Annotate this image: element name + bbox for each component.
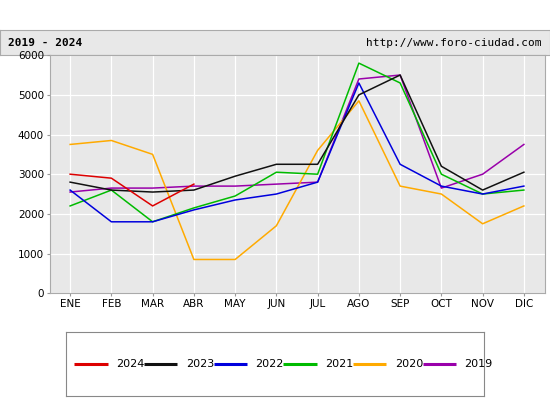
Text: http://www.foro-ciudad.com: http://www.foro-ciudad.com (366, 38, 542, 48)
Text: 2019: 2019 (465, 359, 493, 369)
Text: 2022: 2022 (256, 359, 284, 369)
Text: Evolucion Nº Turistas Nacionales en el municipio de Vícar: Evolucion Nº Turistas Nacionales en el m… (65, 7, 485, 23)
Text: 2021: 2021 (325, 359, 354, 369)
Text: 2020: 2020 (395, 359, 423, 369)
Text: 2023: 2023 (186, 359, 214, 369)
Text: 2019 - 2024: 2019 - 2024 (8, 38, 82, 48)
Text: 2024: 2024 (116, 359, 145, 369)
